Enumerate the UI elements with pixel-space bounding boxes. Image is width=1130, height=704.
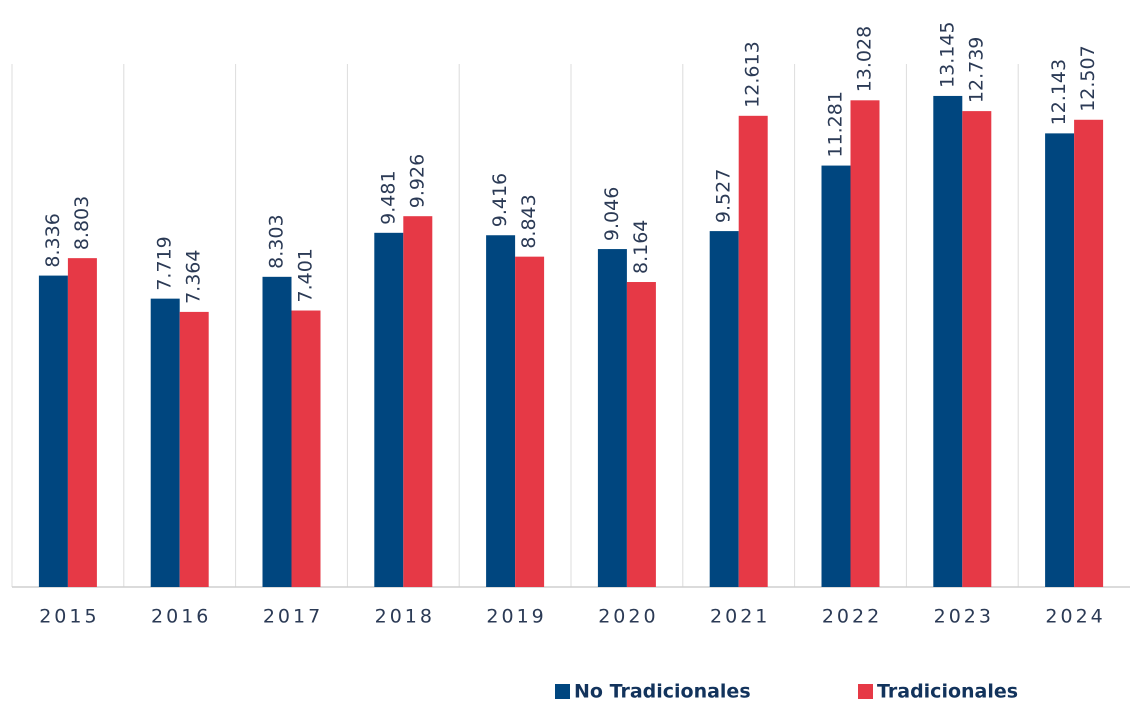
value-label: 12.613 bbox=[742, 41, 764, 107]
bar bbox=[933, 95, 963, 587]
value-label: 12.143 bbox=[1048, 59, 1070, 125]
legend-label: Tradicionales bbox=[877, 681, 1018, 703]
bar bbox=[150, 298, 180, 587]
value-label: 8.336 bbox=[42, 213, 64, 267]
legend-swatch bbox=[858, 684, 873, 699]
value-label: 8.303 bbox=[266, 214, 288, 268]
legend-label: No Tradicionales bbox=[574, 681, 751, 703]
x-tick-label: 2020 bbox=[598, 606, 658, 628]
bar bbox=[962, 111, 992, 587]
bar bbox=[626, 282, 656, 587]
bar bbox=[597, 249, 627, 587]
bar bbox=[67, 258, 97, 587]
legend-swatch bbox=[555, 684, 570, 699]
x-tick-label: 2018 bbox=[375, 606, 435, 628]
x-tick-label: 2024 bbox=[1045, 606, 1105, 628]
bar bbox=[486, 235, 516, 587]
value-label: 7.719 bbox=[154, 236, 176, 290]
value-label: 13.145 bbox=[936, 21, 958, 87]
bar bbox=[38, 275, 68, 587]
value-label: 9.481 bbox=[377, 170, 399, 224]
value-label: 8.164 bbox=[630, 220, 652, 274]
x-tick-label: 2019 bbox=[486, 606, 546, 628]
value-label: 8.803 bbox=[71, 196, 93, 250]
value-label: 12.739 bbox=[965, 37, 987, 103]
x-tick-label: 2016 bbox=[151, 606, 211, 628]
value-label: 12.507 bbox=[1077, 45, 1099, 111]
value-label: 13.028 bbox=[854, 26, 876, 92]
value-label: 11.281 bbox=[825, 91, 847, 157]
value-label: 7.401 bbox=[295, 248, 317, 302]
value-label: 9.416 bbox=[489, 173, 511, 227]
value-label: 9.926 bbox=[406, 154, 428, 208]
bar bbox=[179, 311, 209, 587]
x-tick-label: 2017 bbox=[263, 606, 323, 628]
value-label: 7.364 bbox=[183, 249, 205, 303]
bar bbox=[1074, 119, 1104, 587]
value-label: 9.046 bbox=[601, 187, 623, 241]
x-tick-label: 2015 bbox=[39, 606, 99, 628]
bar bbox=[403, 216, 433, 587]
x-tick-label: 2021 bbox=[710, 606, 770, 628]
x-tick-label: 2023 bbox=[934, 606, 994, 628]
value-label: 8.843 bbox=[518, 194, 540, 248]
bar bbox=[738, 115, 768, 587]
bar bbox=[709, 231, 739, 587]
x-tick-label: 2022 bbox=[822, 606, 882, 628]
bar bbox=[821, 165, 851, 587]
bar bbox=[291, 310, 321, 587]
bar bbox=[374, 232, 404, 587]
bar bbox=[850, 100, 880, 587]
bar bbox=[262, 276, 292, 587]
bar bbox=[1045, 133, 1075, 588]
bar bbox=[515, 256, 545, 587]
value-label: 9.527 bbox=[713, 169, 735, 223]
